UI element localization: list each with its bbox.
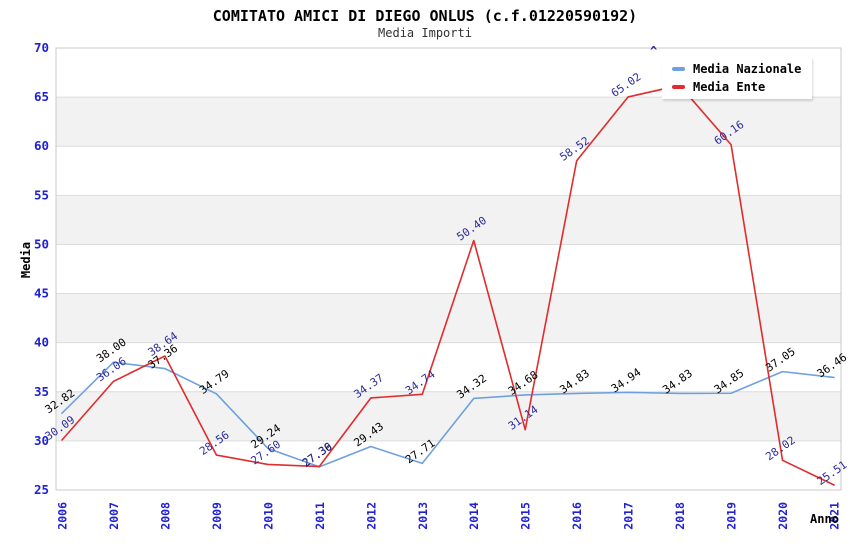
legend-label-media-ente: Media Ente [693, 80, 766, 94]
occluded-label-tip: ^ [650, 44, 658, 58]
x-tick-label: 2008 [158, 502, 172, 530]
y-tick-label: 60 [34, 138, 49, 153]
series-line-media-ente [61, 84, 835, 486]
x-tick-label: 2006 [56, 502, 70, 530]
legend-item-media-nazionale: Media Nazionale [672, 60, 812, 78]
y-tick-label: 70 [34, 40, 49, 55]
plot-band [56, 195, 841, 245]
media-nazionale-line-icon [672, 67, 685, 71]
x-tick-label: 2021 [828, 502, 842, 530]
point-label-media-ente: 27.39 [300, 440, 335, 470]
x-tick-label: 2012 [364, 502, 378, 530]
x-tick-label: 2010 [261, 502, 275, 530]
chart-title: COMITATO AMICI DI DIEGO ONLUS (c.f.01220… [212, 7, 638, 25]
x-tick-label: 2015 [519, 502, 533, 530]
legend-label-media-nazionale: Media Nazionale [693, 62, 802, 76]
y-axis-title: Media [19, 241, 33, 279]
series-line-media-nazionale [61, 361, 835, 468]
legend: Media Nazionale Media Ente [662, 57, 812, 99]
y-tick-label: 45 [34, 286, 49, 301]
plot-border [55, 47, 842, 491]
x-tick-label: 2020 [776, 502, 790, 530]
chart-subtitle: Media Importi [378, 26, 472, 40]
y-tick-label: 55 [34, 187, 49, 202]
y-tick-label: 40 [34, 335, 49, 350]
media-ente-line-icon [672, 85, 685, 89]
x-tick-label: 2016 [570, 502, 584, 530]
plot-band [56, 391, 841, 441]
y-tick-label: 35 [34, 384, 49, 399]
x-tick-label: 2014 [467, 502, 481, 530]
y-tick-label: 50 [34, 236, 49, 251]
x-tick-label: 2011 [313, 502, 327, 530]
point-label-media-nazionale: 37.05 [763, 345, 798, 375]
y-tick-label: 65 [34, 89, 49, 104]
x-axis-title: Anno [810, 512, 839, 526]
point-label-media-nazionale: 34.94 [609, 365, 644, 395]
y-tick-label: 30 [34, 433, 49, 448]
legend-item-media-ente: Media Ente [672, 78, 812, 96]
x-tick-label: 2013 [416, 502, 430, 530]
x-tick-label: 2018 [673, 502, 687, 530]
x-tick-label: 2007 [107, 502, 121, 530]
x-tick-label: 2009 [210, 502, 224, 530]
x-tick-label: 2019 [725, 502, 739, 530]
x-tick-label: 2017 [622, 502, 636, 530]
y-tick-label: 25 [34, 482, 49, 497]
point-label-media-nazionale: 36.46 [815, 351, 850, 381]
